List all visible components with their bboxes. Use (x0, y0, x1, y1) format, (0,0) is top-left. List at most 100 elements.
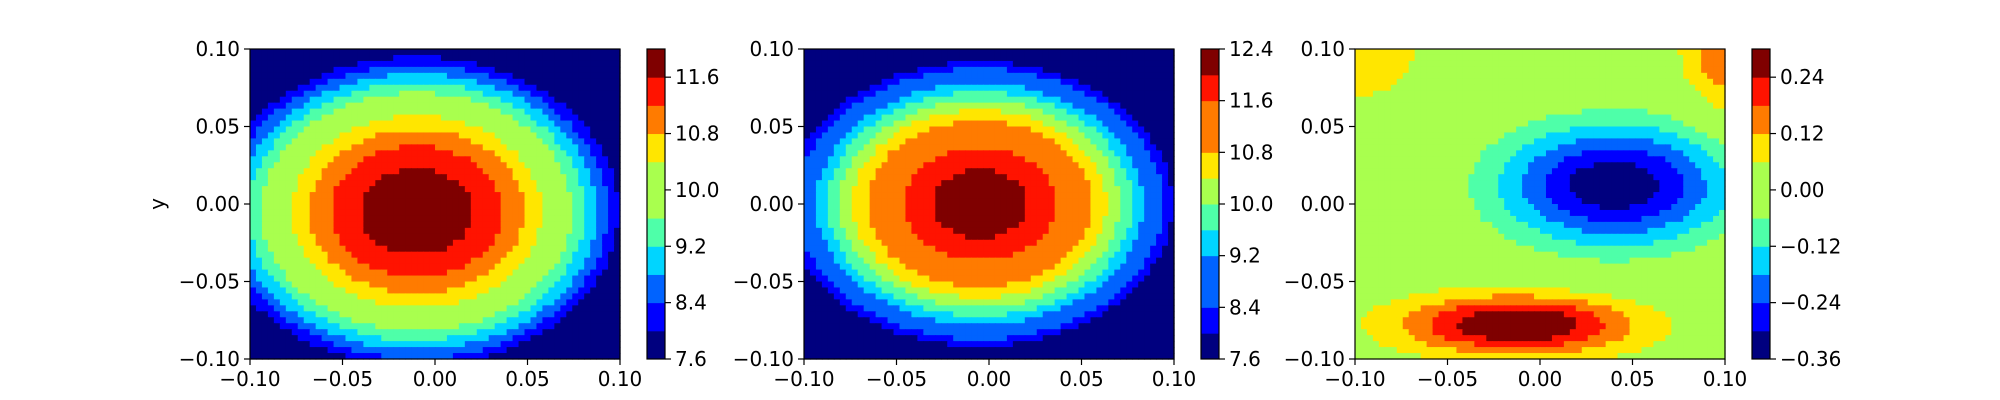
contour-cell (351, 102, 359, 110)
contour-cell (327, 341, 335, 348)
contour-cell (1132, 150, 1139, 157)
contour-cell (482, 192, 490, 199)
contour-cell (464, 329, 472, 336)
contour-cell (1102, 126, 1109, 134)
contour-cell (321, 293, 329, 300)
contour-cell (548, 84, 555, 92)
contour-cell (470, 174, 478, 181)
contour-cell (351, 114, 359, 122)
contour-cell (935, 209, 942, 217)
contour-cell (911, 126, 918, 134)
contour-cell (423, 281, 430, 289)
contour-cell (440, 329, 448, 336)
contour-cell (1102, 72, 1109, 80)
contour-cell (446, 227, 454, 235)
contour-cell (393, 239, 400, 247)
contour-cell (303, 66, 311, 74)
contour-cell (839, 54, 847, 62)
contour-cell (261, 215, 269, 223)
contour-cell (614, 49, 621, 56)
contour-cell (500, 66, 508, 74)
contour-cell (500, 60, 508, 68)
contour-cell (411, 186, 418, 193)
contour-cell (983, 180, 990, 187)
contour-cell (458, 323, 466, 330)
contour-cell (381, 186, 388, 193)
contour-cell (333, 245, 341, 253)
contour-cell (1120, 162, 1127, 169)
contour-cell (614, 162, 621, 169)
contour-cell (1036, 156, 1044, 163)
contour-cell (994, 66, 1002, 74)
contour-cell (446, 263, 454, 271)
contour-cell (524, 317, 532, 324)
contour-cell (1162, 49, 1169, 56)
contour-cell (273, 335, 281, 342)
contour-cell (279, 347, 287, 354)
contour-cell (530, 269, 538, 277)
contour-cell (327, 257, 335, 265)
contour-cell (375, 227, 382, 235)
contour-cell (1006, 114, 1014, 122)
contour-cell (917, 156, 924, 163)
contour-cell (530, 335, 538, 342)
contour-cell (393, 317, 400, 324)
contour-cell (321, 174, 329, 181)
contour-cell (363, 49, 370, 56)
contour-cell (500, 120, 508, 128)
contour-cell (566, 156, 573, 163)
contour-cell (261, 186, 269, 193)
contour-cell (285, 54, 293, 62)
contour-cell (494, 263, 502, 271)
contour-cell (518, 132, 526, 140)
contour-cell (500, 233, 508, 241)
contour-cell (417, 275, 424, 283)
contour-cell (869, 84, 877, 92)
contour-cell (267, 49, 275, 56)
contour-cell (1084, 114, 1092, 122)
contour-cell (1024, 60, 1032, 68)
contour-cell (971, 120, 978, 128)
contour-cell (303, 275, 311, 283)
contour-cell (548, 215, 555, 223)
contour-cell (1084, 90, 1092, 98)
contour-cell (435, 245, 442, 253)
contour-cell (839, 198, 847, 205)
contour-cell (315, 275, 323, 283)
contour-cell (446, 299, 454, 306)
contour-cell (863, 90, 871, 98)
contour-cell (387, 66, 394, 74)
contour-cell (399, 90, 406, 98)
contour-cell (602, 186, 609, 193)
contour-cell (279, 317, 287, 324)
contour-cell (833, 102, 841, 110)
contour-cell (1120, 120, 1127, 128)
contour-cell (440, 132, 448, 140)
contour-cell (494, 138, 502, 145)
contour-cell (291, 353, 299, 360)
contour-cell (554, 126, 561, 134)
contour-cell (399, 257, 406, 265)
contour-cell (911, 132, 918, 140)
contour-cell (899, 198, 907, 205)
contour-cell (1168, 96, 1175, 104)
contour-cell (578, 72, 585, 80)
contour-cell (572, 198, 579, 205)
contour-cell (614, 353, 621, 360)
contour-cell (1150, 144, 1157, 151)
contour-cell (983, 108, 990, 116)
contour-cell (1096, 120, 1103, 128)
contour-cell (560, 60, 567, 68)
contour-cell (291, 311, 299, 318)
contour-cell (339, 114, 347, 122)
contour-cell (905, 72, 913, 80)
contour-cell (470, 192, 478, 199)
contour-cell (578, 144, 585, 151)
contour-cell (279, 239, 287, 247)
contour-cell (369, 227, 376, 235)
contour-cell (381, 114, 388, 122)
contour-cell (845, 102, 853, 110)
contour-cell (530, 204, 538, 211)
contour-cell (446, 347, 454, 354)
contour-cell (506, 60, 514, 68)
